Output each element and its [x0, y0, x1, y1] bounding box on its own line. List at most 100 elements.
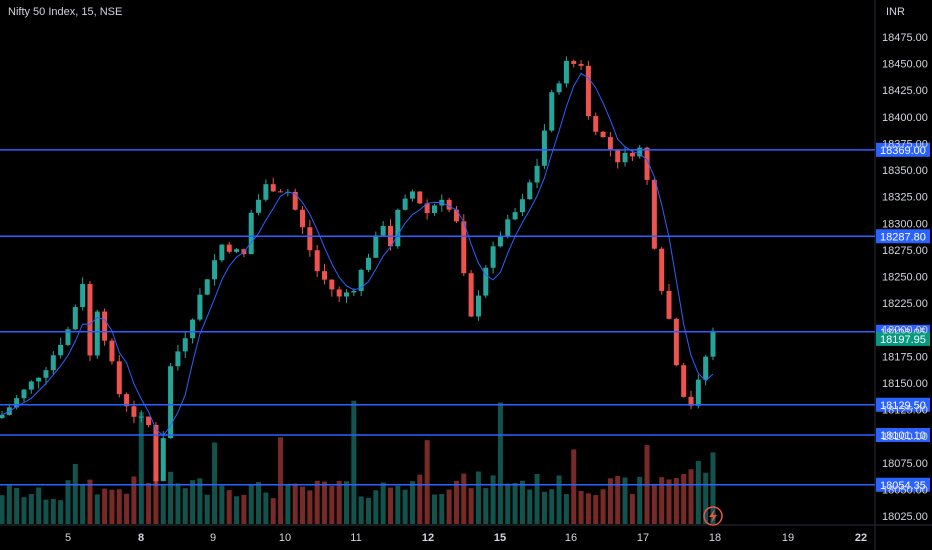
volume-bar — [703, 472, 709, 524]
current-price-tag-bg — [876, 331, 930, 346]
volume-bar — [336, 480, 342, 524]
lightning-icon — [709, 509, 717, 523]
volume-bar — [571, 449, 577, 524]
time-tick-label: 8 — [138, 532, 144, 544]
volume-bar — [212, 442, 218, 524]
candle-body — [28, 381, 34, 390]
volume-bar — [124, 493, 130, 524]
candle-body — [87, 284, 93, 356]
candle-body — [204, 279, 210, 295]
candle-body — [36, 377, 42, 382]
volume-bar — [160, 484, 166, 524]
price-level-value: 18129.50 — [880, 400, 926, 412]
price-tick-label: 18225.00 — [882, 298, 928, 310]
volume-bar — [36, 487, 42, 524]
volume-bar — [6, 485, 12, 524]
current-price-value: 18197.95 — [880, 334, 926, 346]
volume-bar — [285, 484, 291, 524]
volume-bar — [673, 478, 679, 524]
volume-bar — [80, 484, 86, 524]
volume-bar — [168, 471, 174, 524]
volume-bar — [695, 460, 701, 524]
time-tick-label: 5 — [65, 532, 71, 544]
time-tick-label: 17 — [637, 532, 649, 544]
volume-bar — [607, 478, 613, 524]
candle-body — [21, 389, 27, 399]
volume-bar — [248, 484, 254, 524]
volume-bar — [512, 483, 518, 524]
candle-body — [14, 398, 20, 408]
time-tick-label: 11 — [350, 532, 361, 544]
volume-bar — [256, 481, 262, 524]
price-level-tag-bg — [876, 427, 930, 442]
candle-body — [556, 83, 562, 93]
volume-bar — [182, 488, 188, 524]
price-tick-label: 18375.00 — [882, 138, 928, 150]
price-tick-label: 18025.00 — [882, 511, 928, 523]
price-level-tag-bg — [876, 397, 930, 412]
candle-body — [190, 319, 196, 339]
volume-bar — [102, 488, 108, 524]
candle-body — [512, 212, 518, 220]
volume-bar — [681, 474, 687, 524]
candle-body — [417, 191, 423, 204]
volume-bar — [300, 486, 306, 524]
volume-bar — [14, 487, 20, 524]
volume-bar — [358, 496, 364, 524]
price-tick-label: 18450.00 — [882, 59, 928, 71]
volume-bar — [402, 489, 408, 524]
volume-bar — [475, 471, 481, 524]
candle-body — [629, 152, 635, 157]
price-tick-label: 18250.00 — [882, 272, 928, 284]
candle-body — [131, 406, 137, 417]
candle-body — [182, 338, 188, 352]
candle-body — [168, 366, 174, 439]
candle-body — [292, 191, 298, 210]
volume-bar — [505, 483, 511, 524]
volume-bar — [94, 494, 100, 524]
candle-body — [453, 209, 459, 222]
candle-body — [695, 379, 701, 406]
candle-body — [322, 271, 328, 280]
candle-body — [373, 235, 379, 258]
volume-bar — [146, 483, 152, 524]
candle-body — [402, 198, 408, 210]
candle-body — [124, 394, 130, 407]
volume-bar — [615, 475, 621, 524]
candle-body — [270, 184, 276, 192]
chart-title: Nifty 50 Index, 15, NSE — [8, 6, 123, 18]
volume-bar — [87, 479, 93, 524]
volume-bar — [65, 480, 71, 524]
price-tick-label: 18325.00 — [882, 192, 928, 204]
volume-bar — [28, 493, 34, 524]
volume-bar — [651, 483, 657, 524]
volume-bar — [387, 487, 393, 524]
volume-bar — [153, 475, 159, 524]
candle-body — [534, 165, 540, 183]
candle-body — [344, 292, 350, 297]
price-axis: 18475.00 18450.00 18425.00 18400.00 18375.00… — [882, 32, 928, 523]
candle-body — [710, 330, 716, 357]
price-level-tag-bg — [876, 229, 930, 244]
volume-bar — [593, 495, 599, 524]
time-tick-label: 9 — [210, 532, 216, 544]
candle-body — [607, 137, 613, 150]
volume-bar — [190, 480, 196, 524]
candle-body — [307, 227, 313, 251]
price-tick-label: 18400.00 — [882, 112, 928, 124]
volume-bar — [43, 499, 49, 524]
volume-bar — [138, 412, 144, 524]
candle-body — [380, 225, 386, 236]
candle-body — [395, 209, 401, 247]
candle-body — [644, 147, 650, 180]
candle-body — [637, 147, 643, 157]
candle-body — [409, 191, 415, 199]
volume-bar — [659, 477, 665, 524]
price-tick-label: 18275.00 — [882, 245, 928, 257]
volume-bar — [578, 490, 584, 524]
snapshot-button[interactable] — [703, 506, 723, 526]
volume-bar — [666, 479, 672, 524]
volume-bar — [50, 498, 56, 524]
candle-body — [490, 246, 496, 268]
